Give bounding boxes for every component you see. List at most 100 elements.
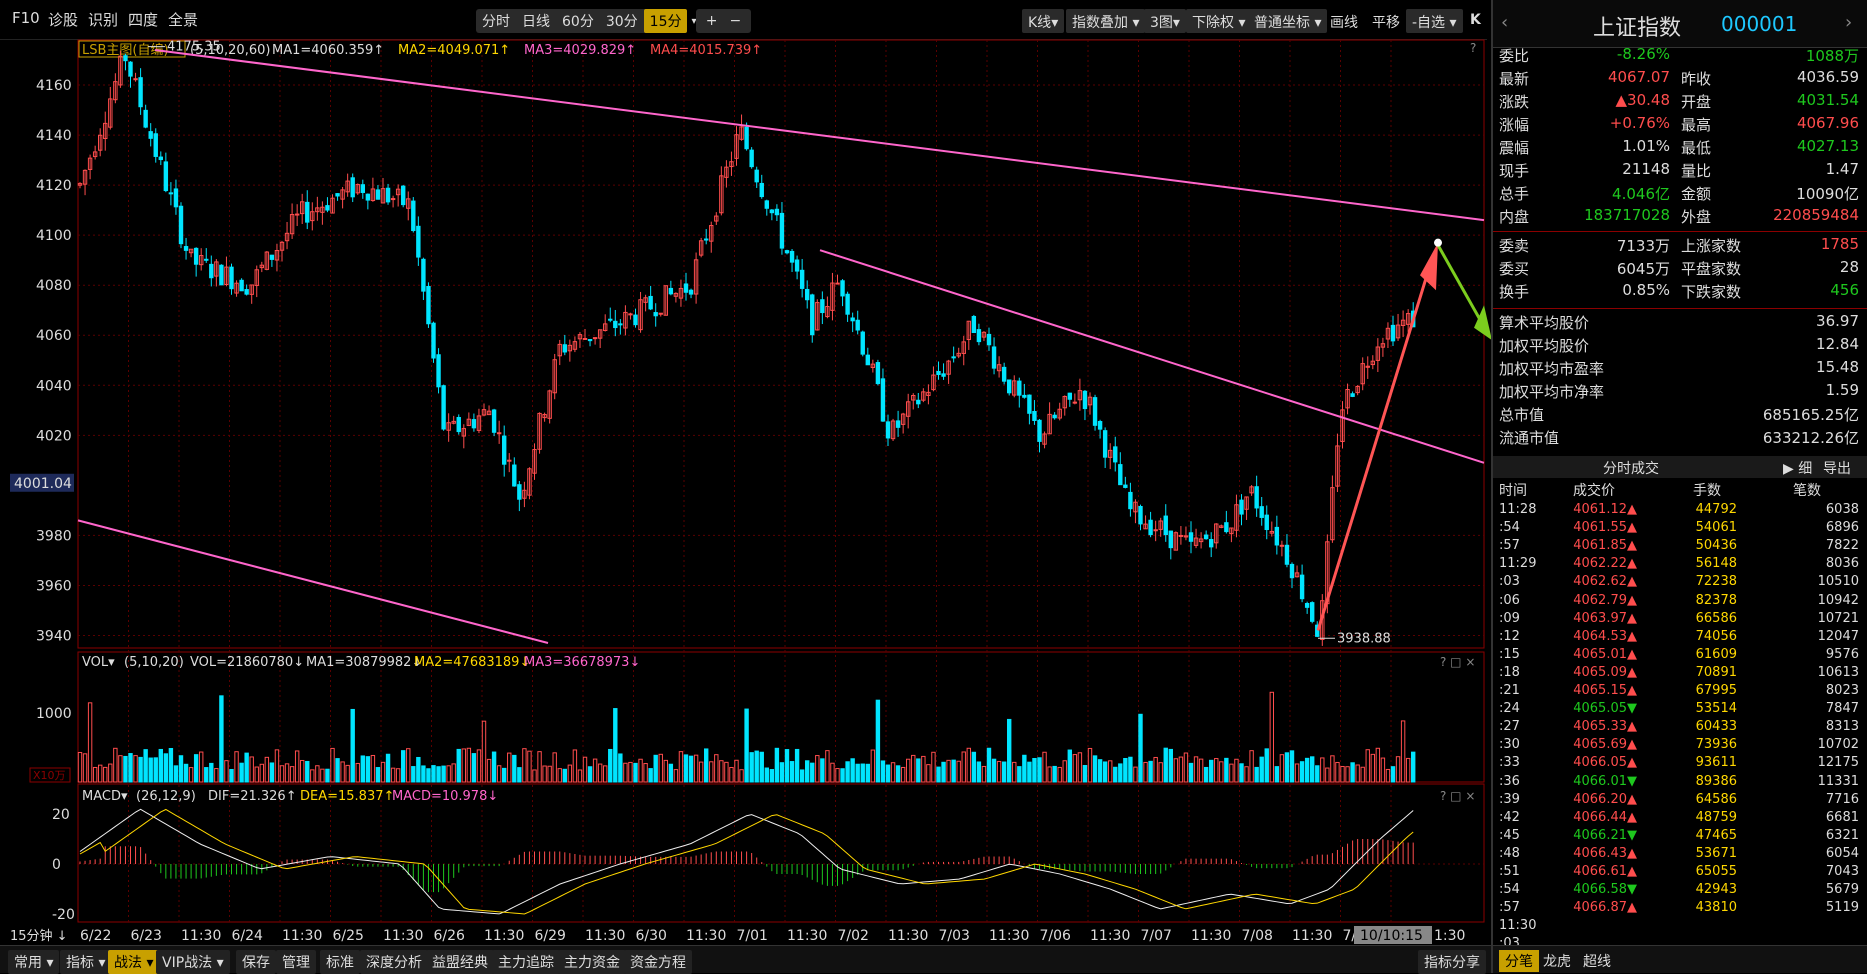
vol-bar — [1168, 748, 1173, 783]
main-force-funds-tab[interactable]: 主力资金 — [558, 950, 626, 974]
main-force-tracking-tab[interactable]: 主力追踪 — [492, 950, 560, 974]
tick-count: 6681 — [1825, 809, 1859, 825]
vol-bar — [1370, 753, 1375, 783]
price-cursor: 4001.04 — [14, 476, 72, 492]
common-tab[interactable]: 常用 ▾ — [8, 950, 60, 974]
period-15min[interactable]: 15分 — [643, 9, 688, 33]
pan-button[interactable]: 平移 — [1372, 15, 1400, 31]
vol-name: VOL▾ — [82, 655, 115, 670]
indicator-tab[interactable]: 指标 ▾ — [60, 950, 112, 974]
candle-body — [436, 354, 441, 388]
period-intraday[interactable]: 分时 — [482, 14, 510, 30]
full-view-button[interactable]: 全景 — [168, 11, 199, 29]
classic-tab[interactable]: 益盟经典 — [426, 950, 494, 974]
standard-tab[interactable]: 标准 — [320, 950, 360, 974]
f10-button[interactable]: F10 — [12, 9, 40, 27]
candle-body — [1077, 390, 1083, 401]
vol-bar — [865, 763, 870, 783]
kline-button[interactable]: K线▾ — [1022, 9, 1065, 33]
candle-body — [259, 264, 265, 269]
vol-bar — [1209, 759, 1214, 783]
identify-button[interactable]: 识别 — [88, 11, 119, 29]
period-daily[interactable]: 日线 — [522, 14, 550, 30]
tick-time: 11:28 — [1499, 502, 1537, 517]
quote-label: 内盘 — [1499, 208, 1530, 226]
candle-body — [643, 297, 648, 303]
manage-button[interactable]: 管理 — [276, 950, 316, 974]
vol-bar — [1007, 718, 1012, 783]
vol-bar — [678, 751, 684, 783]
tab-ticks[interactable]: 分笔 — [1499, 950, 1539, 972]
candle-body — [567, 344, 573, 352]
tick-time: :48 — [1499, 845, 1520, 861]
tick-count: 7847 — [1825, 701, 1859, 717]
zoom-in-button[interactable]: + — [705, 13, 718, 29]
breadth-label: 平盘家数 — [1681, 260, 1742, 278]
vol-bar — [633, 762, 638, 783]
chevron-right-icon[interactable]: › — [1845, 12, 1853, 33]
tick-time: :42 — [1499, 809, 1520, 825]
quote-label: 开盘 — [1681, 93, 1712, 111]
tick-detail-button[interactable]: ▶ 细 — [1783, 461, 1813, 477]
tab-dragon-tiger[interactable]: 龙虎 — [1543, 954, 1571, 970]
vol-bar — [597, 763, 603, 783]
candle-body — [880, 378, 886, 422]
period-60min[interactable]: 60分 — [562, 14, 594, 30]
candle-body — [830, 282, 835, 311]
chart-area[interactable]: 6/22 6/23 11:30 6/24 11:30 6/25 11:30 6/26 11:30… — [0, 0, 1491, 945]
save-button[interactable]: 保存 — [236, 950, 276, 974]
bottom-toolbar: 常用 ▾ 指标 ▾ 战法 ▾ VIP战法 ▾ 保存 管理 标准 深度分析 益盟经… — [0, 945, 1491, 974]
vol-bar — [779, 762, 785, 783]
diagnose-button[interactable]: 诊股 — [48, 11, 79, 29]
vol-bar — [1395, 756, 1401, 783]
custom-list-button[interactable]: -自选 ▾ — [1406, 9, 1463, 33]
three-charts-button[interactable]: 3图▾ — [1144, 9, 1186, 33]
four-degree-button[interactable]: 四度 — [128, 11, 159, 29]
tab-super-line[interactable]: 超线 — [1583, 954, 1611, 970]
candle-body — [1072, 401, 1078, 404]
time-label: 11:30 — [1292, 928, 1332, 944]
candle-body — [193, 247, 199, 265]
rights-button[interactable]: 下除权 ▾ — [1186, 9, 1252, 33]
candle-body — [1335, 445, 1340, 487]
fund-equation-tab[interactable]: 资金方程 — [624, 950, 692, 974]
tick-count: 12047 — [1817, 628, 1859, 644]
indicator-overlay-button[interactable]: 指数叠加 ▾ — [1066, 9, 1146, 33]
vol-bar — [143, 749, 148, 783]
order-value: 7133万 — [1616, 237, 1670, 255]
close-panel-icon[interactable]: K — [1470, 12, 1481, 28]
chevron-left-icon[interactable]: ‹ — [1501, 12, 1509, 33]
zoom-out-button[interactable]: − — [729, 13, 742, 29]
candle-body — [375, 189, 381, 200]
vol-bar — [966, 747, 971, 783]
candle-body — [128, 61, 133, 77]
tick-export-button[interactable]: 导出 — [1823, 461, 1851, 477]
indicator-share-button[interactable]: 指标分享 — [1418, 950, 1486, 974]
vip-tactics-tab[interactable]: VIP战法 ▾ — [156, 950, 230, 974]
macd-params: (26,12,9) — [136, 789, 196, 804]
quote-value: 4067.07 — [1607, 68, 1670, 86]
candle-body — [1385, 327, 1391, 340]
vol-bar — [214, 768, 219, 783]
tick-time: :12 — [1499, 628, 1520, 644]
vol-bar — [360, 755, 366, 783]
vol-bar — [1138, 713, 1143, 783]
draw-line-button[interactable]: 画线 — [1330, 15, 1358, 31]
chevron-down-icon[interactable]: ▾ — [691, 15, 697, 27]
tick-volume: 47465 — [1695, 827, 1737, 843]
tick-time: 11:30 — [1499, 918, 1537, 934]
candle-body — [269, 254, 275, 260]
macd-dif: DIF=21.326↑ — [208, 789, 297, 804]
candle-body — [1249, 486, 1254, 494]
vol-bar — [1234, 758, 1239, 783]
time-label: 6/24 — [232, 928, 264, 944]
candle-body — [411, 200, 416, 232]
candle-body — [340, 189, 345, 200]
deep-analysis-tab[interactable]: 深度分析 — [360, 950, 428, 974]
period-30min[interactable]: 30分 — [605, 14, 638, 30]
period-label: 15分钟 ↓ — [10, 928, 68, 944]
candle-body — [678, 287, 684, 299]
coord-button[interactable]: 普通坐标 ▾ — [1248, 9, 1328, 33]
candle-body — [1289, 563, 1295, 579]
tactics-tab[interactable]: 战法 ▾ — [108, 950, 160, 974]
